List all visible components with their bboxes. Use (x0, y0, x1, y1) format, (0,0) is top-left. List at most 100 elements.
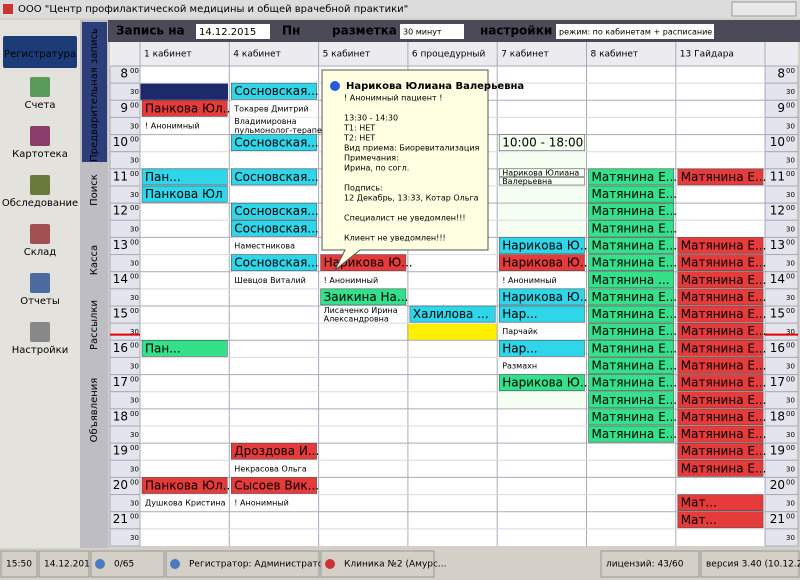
appointment[interactable] (231, 271, 317, 288)
nav-button[interactable]: Регистратура (4, 49, 76, 60)
appointment-text[interactable]: Матянина Е... (681, 341, 767, 355)
appointment[interactable] (677, 237, 764, 254)
appointment[interactable] (320, 288, 407, 306)
appointment[interactable] (588, 185, 675, 203)
appointment-text[interactable]: Наместникова (234, 242, 295, 251)
appointment[interactable] (588, 202, 675, 220)
appointment[interactable] (677, 391, 764, 409)
appointment[interactable] (141, 340, 228, 357)
appointment[interactable] (588, 408, 675, 426)
appointment[interactable] (677, 305, 764, 323)
appointment-text[interactable]: Сосновская... (234, 136, 318, 150)
appointment[interactable] (231, 494, 317, 511)
appointment[interactable] (498, 134, 585, 151)
appointment-text[interactable]: Нар... (502, 341, 537, 355)
appointment-text[interactable]: Матянина Е... (592, 324, 678, 338)
appointment-text[interactable]: Панкова Юл... (145, 101, 234, 115)
nav-icon[interactable] (30, 322, 50, 342)
appointment-text[interactable]: Матянина Е... (681, 461, 767, 475)
appointment[interactable] (588, 254, 675, 271)
appointment[interactable] (677, 340, 764, 357)
date-field-text[interactable]: 14.12.2015 (199, 27, 256, 38)
appointment[interactable] (588, 168, 675, 186)
appointment-text[interactable]: Матянина Е... (592, 307, 678, 321)
appointment-text[interactable]: 10:00 - 18:00 (502, 136, 583, 150)
appointment-text[interactable]: Сосновская... (234, 204, 318, 218)
appointment[interactable] (231, 134, 317, 151)
appointment-text[interactable]: Матянина Е... (681, 307, 767, 321)
nav-icon[interactable] (30, 175, 50, 195)
appointment[interactable] (498, 237, 585, 254)
appointment-text[interactable]: Валерьевна (502, 177, 552, 186)
appointment-text[interactable]: Матянина Е... (681, 324, 767, 338)
column-header[interactable]: 1 кабинет (144, 50, 192, 60)
appointment[interactable] (320, 271, 406, 288)
mode-field[interactable] (556, 24, 714, 39)
appointment-text[interactable]: Матянина Е... (681, 290, 767, 304)
appointment[interactable] (141, 100, 228, 117)
column-header[interactable]: 5 кабинет (323, 50, 371, 60)
selected-button[interactable] (3, 36, 77, 68)
side-tab[interactable]: Касса (89, 245, 100, 275)
side-tab[interactable]: Предварительная запись (89, 28, 100, 162)
appointment-text[interactable]: Матянина Е... (681, 376, 767, 390)
appointment-text[interactable]: Размахн (502, 362, 537, 371)
appointment-text[interactable]: Александровна (324, 314, 389, 323)
appointment-text[interactable]: Матянина Е... (681, 410, 767, 424)
appointment[interactable] (231, 168, 317, 186)
appointment-text[interactable]: Матянина Е... (592, 410, 678, 424)
appointment-text[interactable]: ! Анонимный (502, 276, 557, 285)
appointment-text[interactable]: Матянина Е... (592, 204, 678, 218)
appointment[interactable] (142, 117, 228, 134)
appointment-text[interactable]: ! Анонимный (324, 276, 379, 285)
nav-icon[interactable] (30, 273, 50, 293)
nav-icon[interactable] (30, 77, 50, 97)
appointment[interactable] (142, 494, 228, 511)
appointment-text[interactable]: Матянина Е... (592, 376, 678, 390)
appointment[interactable] (588, 322, 675, 340)
appointment-text[interactable]: Нарикова Ю... (502, 256, 591, 270)
appointment-text[interactable]: Матянина Е... (592, 359, 678, 373)
appointment[interactable] (588, 237, 675, 254)
column-header[interactable]: 13 Гайдара (680, 50, 734, 60)
appointment-text[interactable]: Нарикова Ю... (502, 376, 591, 390)
appointment[interactable] (498, 288, 585, 306)
appointment-text[interactable]: Нарикова Ю... (502, 239, 591, 253)
appointment-text[interactable]: Матянина Е... (681, 427, 767, 441)
column-header[interactable]: 7 кабинет (501, 50, 549, 60)
appointment-text[interactable]: Матянина Е... (681, 239, 767, 253)
appointment[interactable] (231, 82, 317, 100)
appointment-text[interactable]: Матянина Е... (592, 239, 678, 253)
appointment[interactable] (231, 477, 317, 494)
appointment-text[interactable]: Матянина Е... (592, 393, 678, 407)
appointment[interactable] (231, 254, 317, 271)
nav-button[interactable]: Обследование (2, 198, 78, 209)
appointment-text[interactable]: Халилова ... (413, 307, 489, 321)
appointment[interactable] (677, 357, 764, 374)
appointment[interactable] (677, 288, 764, 306)
appointment-text[interactable]: Матянина Е... (681, 444, 767, 458)
appointment-text[interactable]: Владимировна (234, 117, 296, 126)
nav-icon[interactable] (30, 224, 50, 244)
appointment[interactable] (231, 100, 317, 117)
appointment-text[interactable]: Некрасова Ольга (234, 464, 307, 473)
appointment-text[interactable]: ! Анонимный (145, 122, 200, 131)
appointment-text[interactable]: Пан... (145, 170, 181, 184)
appointment[interactable] (677, 442, 764, 460)
appointment[interactable] (588, 374, 675, 391)
interval-text[interactable]: 30 минут (403, 28, 442, 37)
appointment-text[interactable]: Матянина Е... (592, 256, 678, 270)
appointment[interactable] (141, 477, 228, 494)
appointment[interactable] (409, 305, 496, 323)
appointment[interactable] (231, 220, 317, 237)
appointment-text[interactable]: Дроздова И... (234, 444, 319, 458)
appointment-text[interactable]: Панкова Юл... (145, 479, 234, 493)
appointment-text[interactable]: Матянина Е... (592, 187, 678, 201)
appointment[interactable] (677, 322, 764, 340)
appointment[interactable] (498, 254, 585, 271)
appointment[interactable] (677, 271, 764, 289)
appointment-text[interactable]: Парчайк (502, 327, 538, 336)
appointment[interactable] (231, 442, 317, 460)
appointment[interactable] (499, 323, 585, 340)
nav-button[interactable]: Настройки (12, 345, 68, 356)
